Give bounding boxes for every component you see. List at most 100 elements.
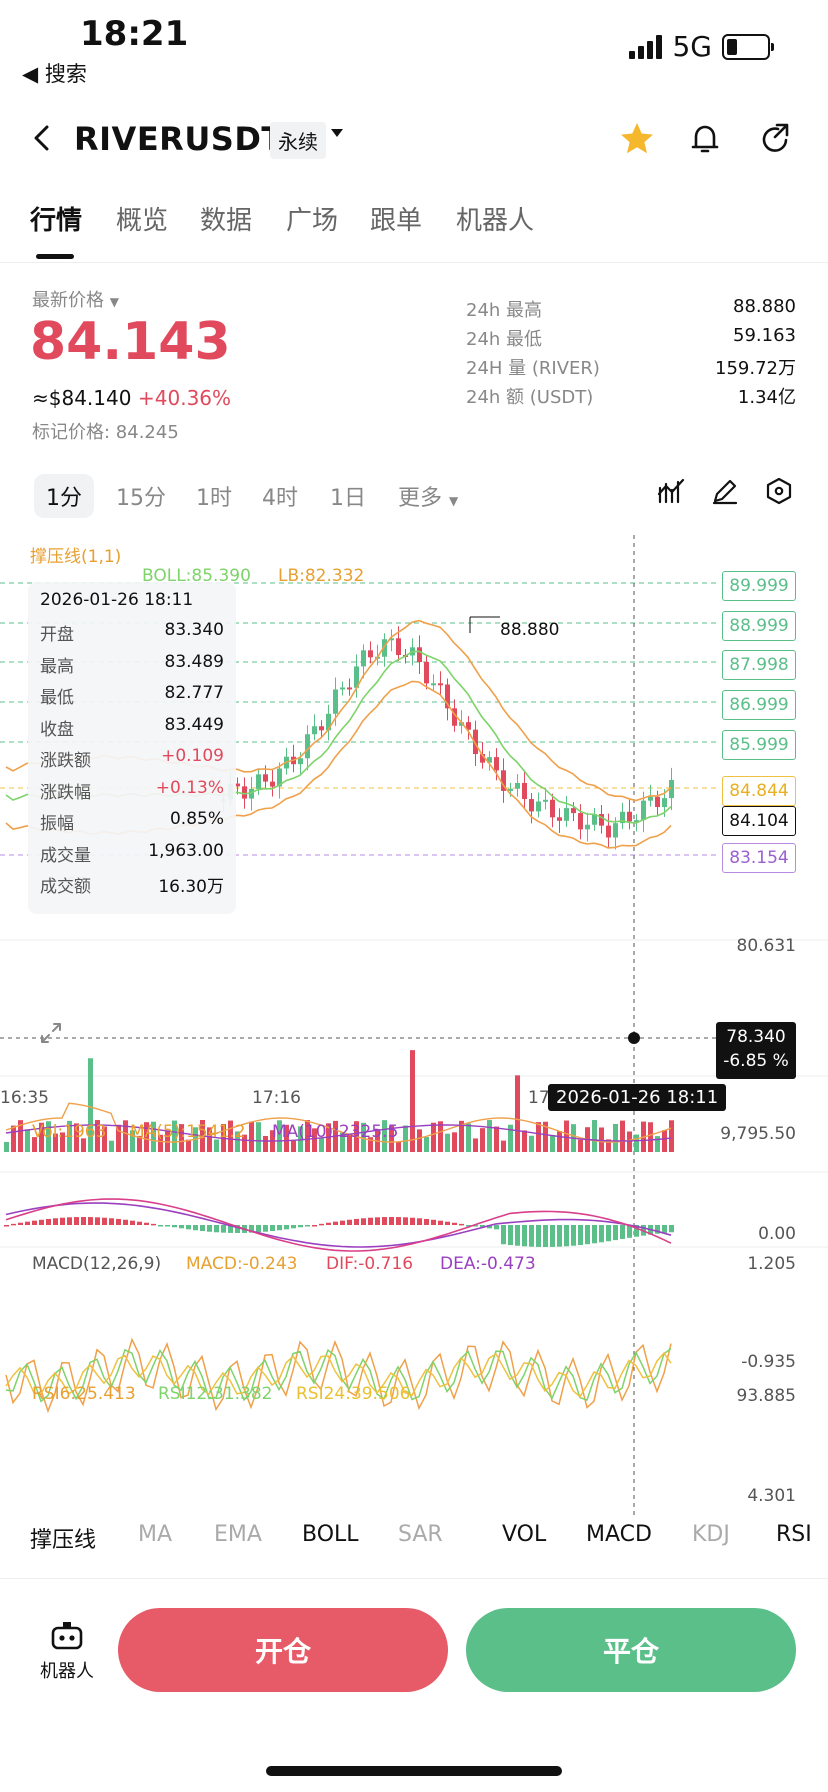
indicator-icon[interactable] bbox=[656, 476, 686, 506]
candle-body bbox=[473, 729, 478, 755]
tf-more[interactable]: 更多 ▼ bbox=[398, 486, 459, 511]
macd-bar bbox=[200, 1225, 205, 1232]
expand-icon[interactable] bbox=[38, 1020, 64, 1046]
macd-bar bbox=[480, 1225, 485, 1228]
macd-bar bbox=[445, 1221, 450, 1225]
tf-1m[interactable]: 1分 bbox=[34, 474, 94, 518]
tf-15m[interactable]: 15分 bbox=[116, 486, 166, 511]
tab-copy-trading[interactable]: 跟单 bbox=[370, 206, 423, 236]
level-tag[interactable]: 86.999 bbox=[722, 690, 796, 720]
candle-body bbox=[368, 650, 373, 658]
ind-sar[interactable]: SAR bbox=[398, 1522, 443, 1547]
level-tag[interactable]: 89.999 bbox=[722, 571, 796, 601]
volume-bar bbox=[459, 1120, 464, 1152]
kline-chart[interactable] bbox=[0, 535, 828, 1515]
rsi-line bbox=[5, 1351, 672, 1398]
macd-bar bbox=[186, 1225, 191, 1230]
robot-icon bbox=[51, 1622, 83, 1650]
back-to-search[interactable]: ◀ 搜索 bbox=[22, 62, 87, 86]
pair-name[interactable]: RIVERUSDT bbox=[74, 120, 284, 158]
volume-bar bbox=[263, 1135, 268, 1152]
level-tag[interactable]: 88.999 bbox=[722, 611, 796, 641]
robot-button[interactable]: 机器人 bbox=[36, 1620, 98, 1683]
candle-body bbox=[515, 782, 520, 789]
macd-bar bbox=[109, 1218, 114, 1225]
ind-support-resistance[interactable]: 撑压线 bbox=[30, 1528, 97, 1553]
macd-bar bbox=[557, 1225, 562, 1247]
tf-1d[interactable]: 1日 bbox=[330, 486, 366, 511]
candle-body bbox=[585, 824, 590, 830]
cursor-dot bbox=[628, 1032, 640, 1044]
macd-value: MACD:-0.243 bbox=[186, 1254, 298, 1274]
volume-bar bbox=[130, 1130, 135, 1152]
volume-legend: Vol:1963 bbox=[32, 1122, 107, 1142]
macd-bar bbox=[487, 1225, 492, 1229]
rsi24: RSI24:39.506 bbox=[296, 1384, 411, 1404]
macd-bar bbox=[74, 1217, 79, 1225]
settings-hex-icon[interactable] bbox=[764, 476, 794, 506]
volume-bar bbox=[207, 1127, 212, 1152]
volume-bar bbox=[186, 1139, 191, 1152]
tf-4h[interactable]: 4时 bbox=[262, 486, 298, 511]
candle-body bbox=[613, 823, 618, 838]
macd-bar bbox=[319, 1223, 324, 1226]
star-icon[interactable] bbox=[618, 120, 656, 158]
level-tag[interactable]: 87.998 bbox=[722, 650, 796, 680]
share-icon[interactable] bbox=[756, 120, 794, 158]
tf-1h[interactable]: 1时 bbox=[196, 486, 232, 511]
ind-vol[interactable]: VOL bbox=[502, 1522, 547, 1547]
ind-boll[interactable]: BOLL bbox=[302, 1522, 359, 1547]
candle-body bbox=[501, 770, 506, 791]
open-position-button[interactable]: 开仓 bbox=[118, 1608, 448, 1692]
candle-body bbox=[592, 814, 597, 825]
volume-bar bbox=[305, 1120, 310, 1152]
candle-body bbox=[648, 796, 653, 801]
tab-overview[interactable]: 概览 bbox=[116, 206, 169, 236]
high-marker-label: 88.880 bbox=[500, 620, 560, 640]
ind-ema[interactable]: EMA bbox=[214, 1522, 262, 1547]
level-tag[interactable]: 85.999 bbox=[722, 730, 796, 760]
candle-body bbox=[333, 689, 338, 714]
caret-down-icon[interactable] bbox=[330, 128, 344, 138]
macd-bar bbox=[620, 1225, 625, 1239]
ind-kdj[interactable]: KDJ bbox=[692, 1522, 730, 1547]
volume-bar bbox=[536, 1122, 541, 1152]
close-position-button[interactable]: 平仓 bbox=[466, 1608, 796, 1692]
ind-rsi[interactable]: RSI bbox=[776, 1522, 812, 1547]
vol-ma10-line bbox=[5, 1124, 672, 1142]
volume-bar bbox=[228, 1120, 233, 1152]
tab-data[interactable]: 数据 bbox=[200, 206, 253, 236]
tab-square[interactable]: 广场 bbox=[286, 206, 339, 236]
candle-body bbox=[424, 662, 429, 684]
tab-market[interactable]: 行情 bbox=[30, 206, 83, 236]
tab-bot[interactable]: 机器人 bbox=[456, 206, 535, 236]
candle-body bbox=[578, 813, 583, 830]
macd-bar bbox=[277, 1225, 282, 1231]
macd-bar bbox=[172, 1225, 177, 1228]
candle-body bbox=[242, 786, 247, 799]
pencil-icon[interactable] bbox=[710, 476, 740, 506]
candle-body bbox=[543, 799, 548, 802]
bell-icon[interactable] bbox=[686, 120, 724, 158]
candle-body bbox=[326, 713, 331, 731]
volume-bar bbox=[11, 1125, 16, 1152]
purple-level-tag[interactable]: 83.154 bbox=[722, 843, 796, 873]
macd-bar bbox=[459, 1223, 464, 1226]
latest-price-label[interactable]: 最新价格 ▼ bbox=[32, 290, 119, 311]
macd-bar bbox=[67, 1217, 72, 1225]
volume-bar bbox=[137, 1135, 142, 1152]
macd-bar bbox=[424, 1218, 429, 1225]
candle-body bbox=[382, 639, 387, 657]
ind-macd[interactable]: MACD bbox=[586, 1522, 652, 1547]
candle-body bbox=[452, 708, 457, 726]
macd-bar bbox=[179, 1225, 184, 1229]
back-arrow-icon[interactable] bbox=[28, 124, 56, 152]
volume-bar bbox=[543, 1121, 548, 1152]
perpetual-badge[interactable]: 永续 bbox=[270, 122, 326, 159]
yellow-level-tag[interactable]: 84.844 bbox=[722, 776, 796, 806]
volume-bar bbox=[172, 1120, 177, 1152]
ind-ma[interactable]: MA bbox=[138, 1522, 173, 1547]
volume-bar bbox=[564, 1120, 569, 1152]
candle-body bbox=[235, 783, 240, 787]
rsi-min: 4.301 bbox=[747, 1486, 796, 1506]
